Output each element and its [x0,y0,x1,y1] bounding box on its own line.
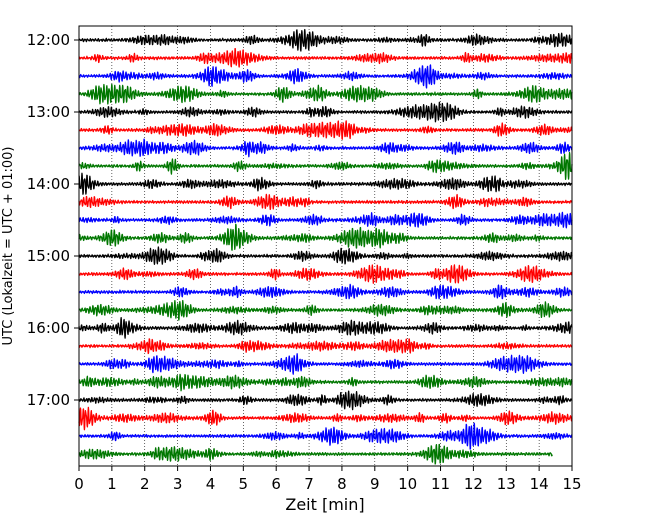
x-tick-label: 10 [398,475,417,493]
x-tick-label: 6 [271,475,281,493]
seismogram-trace [78,373,573,392]
y-tick-label: 14:00 [27,175,70,193]
x-axis-label: Zeit [min] [285,495,364,514]
seismogram-trace [78,172,573,195]
x-tick-label: 15 [562,475,581,493]
seismogram-trace [78,223,573,251]
seismogram-trace [78,101,573,123]
x-tick-label: 4 [206,475,216,493]
trace-group [78,28,573,465]
x-tick-label: 8 [337,475,347,493]
seismogram-trace [78,138,573,158]
x-tick-label: 5 [239,475,249,493]
x-tick-label: 0 [74,475,84,493]
x-tick-label: 3 [173,475,183,493]
seismogram-trace [78,64,573,89]
x-tick-label: 12 [464,475,483,493]
seismogram-trace [78,28,573,52]
seismogram-trace [78,390,573,411]
seismogram-trace [78,120,573,140]
seismogram-trace [78,283,573,300]
plot-frame [78,25,573,467]
x-tick-label: 13 [497,475,516,493]
seismogram-trace [78,353,573,375]
seismogram-trace [78,317,573,339]
x-axis-ticks: 0 1 2 3 4 5 6 7 8 9 10 11 12 13 14 15 [74,466,582,493]
seismogram-trace [78,83,573,105]
seismogram-trace [78,151,573,180]
y-axis-label: UTC (Lokalzeit = UTC + 01:00) [1,147,16,346]
x-tick-label: 11 [431,475,450,493]
grid-lines [111,26,540,466]
seismogram-trace [78,443,553,465]
seismogram-trace [78,193,573,211]
y-tick-label: 12:00 [27,31,70,49]
seismogram-trace [78,406,573,431]
y-tick-label: 16:00 [27,319,70,337]
seismogram-trace [78,299,573,321]
seismogram-trace [78,422,573,450]
seismogram-trace [78,264,573,284]
y-tick-label: 17:00 [27,391,70,409]
x-tick-label: 14 [530,475,549,493]
x-tick-label: 1 [107,475,117,493]
y-tick-label: 15:00 [27,247,70,265]
x-tick-label: 7 [304,475,314,493]
x-tick-label: 9 [370,475,380,493]
seismogram-trace [78,246,573,265]
seismogram-trace [78,338,573,355]
seismogram-trace [78,211,573,229]
x-tick-label: 2 [140,475,150,493]
seismogram-trace [78,47,573,68]
y-tick-label: 13:00 [27,103,70,121]
y-axis-ticks: 12:00 13:00 14:00 15:00 16:00 17:00 [27,31,79,409]
